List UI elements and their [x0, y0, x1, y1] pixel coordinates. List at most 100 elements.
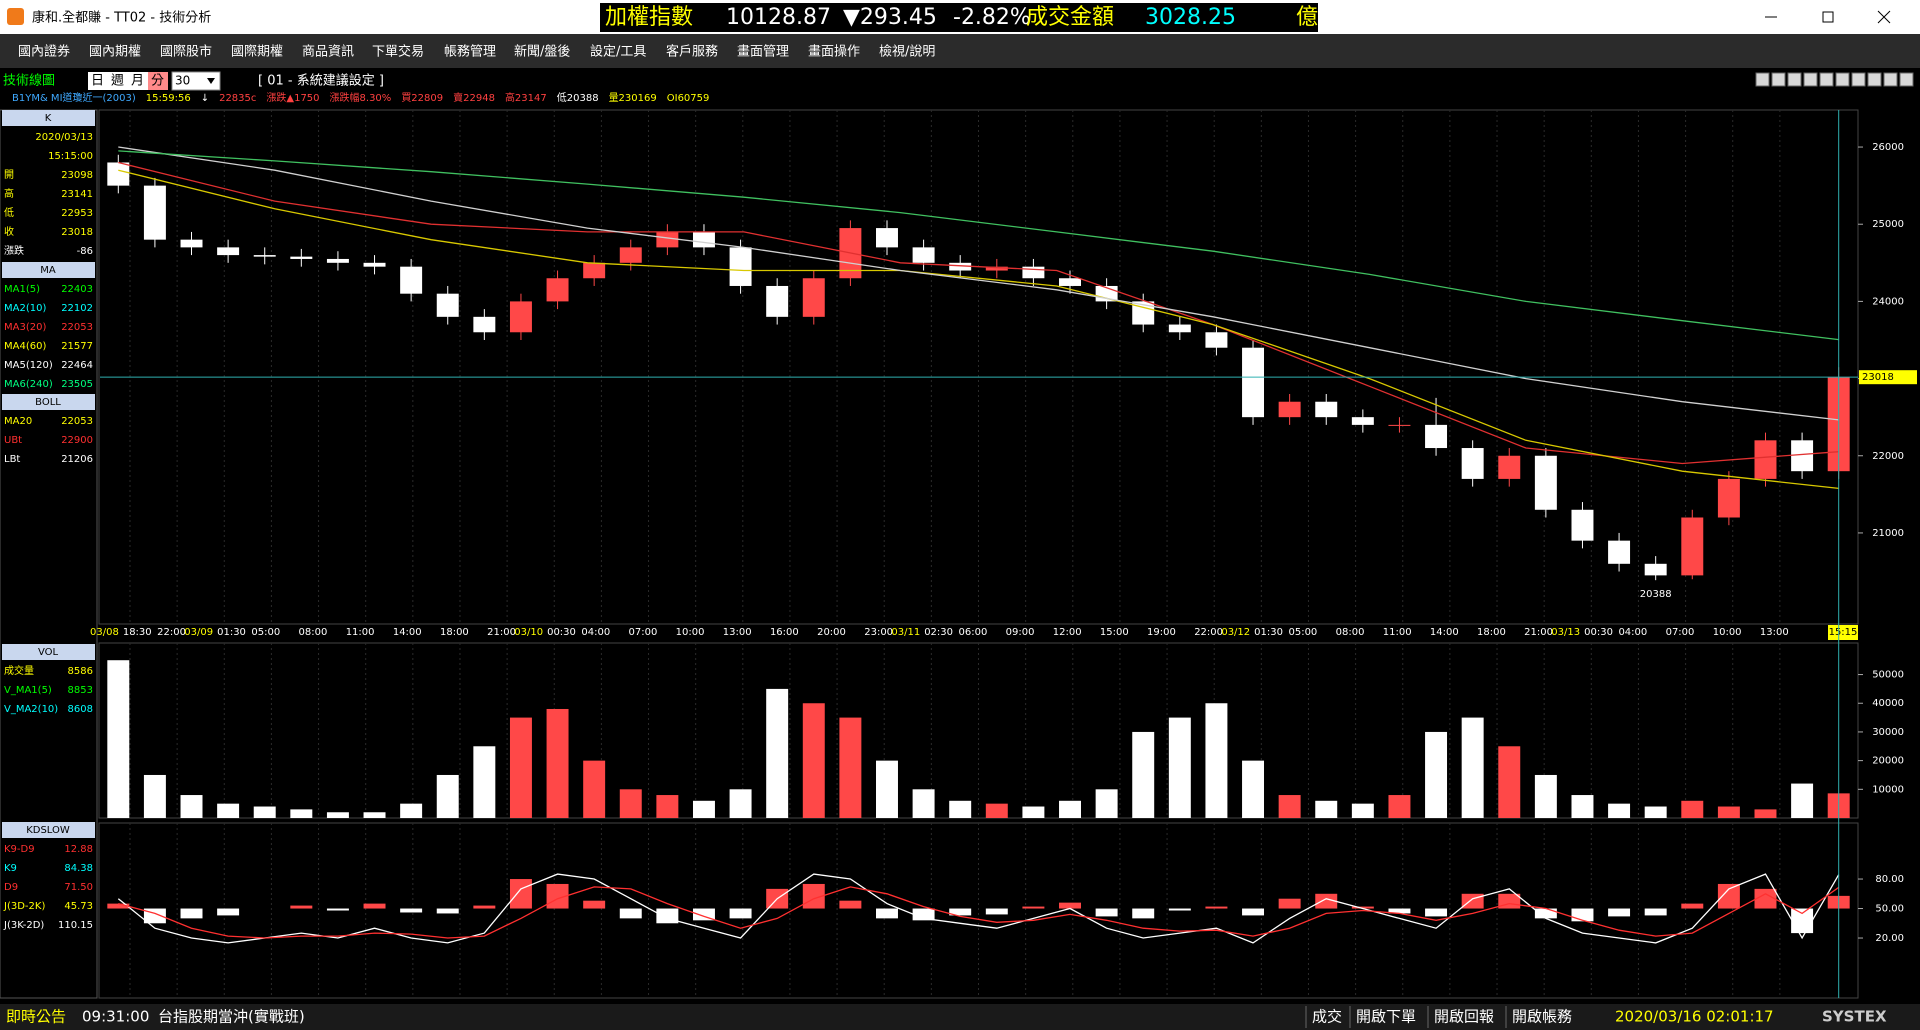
time-axis-time: 04:00	[1618, 627, 1647, 638]
volume-bar	[363, 812, 386, 818]
candle-body	[1315, 401, 1338, 418]
brand: SYSTEX	[1822, 1008, 1887, 1026]
candle-body	[326, 258, 349, 263]
tool-icon[interactable]	[1787, 72, 1802, 87]
candle-body	[363, 262, 386, 267]
volume-bar	[436, 774, 459, 818]
y-tick-label: 10000	[1872, 784, 1904, 795]
candle-body	[949, 262, 972, 271]
kd-hist-bar	[1095, 908, 1118, 917]
time-axis-time: 11:00	[1383, 627, 1412, 638]
candle-body	[1717, 478, 1740, 518]
tool-icon[interactable]	[1867, 72, 1882, 87]
panel-row-label: MA6(240)	[4, 379, 53, 390]
period-button: 月	[131, 74, 144, 89]
info-item: 賣22948	[453, 91, 495, 104]
kd-hist-bar	[290, 905, 313, 909]
panel-row-label: V_MA1(5)	[4, 685, 52, 696]
candle-body	[546, 278, 569, 302]
tool-icon[interactable]	[1819, 72, 1834, 87]
volume-bar	[1754, 809, 1777, 818]
tool-icon[interactable]	[1883, 72, 1898, 87]
time-axis-time: 05:00	[1288, 627, 1317, 638]
candle-body	[1681, 517, 1704, 576]
series-line	[118, 886, 1840, 939]
interval-select[interactable]	[171, 71, 221, 91]
volume-bar	[1388, 795, 1411, 818]
time-axis-time: 05:00	[251, 627, 280, 638]
time-axis-time: 12:00	[1053, 627, 1082, 638]
panel-row-label: K9	[4, 863, 17, 874]
low-label: 20388	[1640, 589, 1672, 600]
menu-item: 客戶服務	[666, 44, 718, 60]
kd-hist-bar	[217, 908, 240, 916]
kd-hist-bar	[1644, 908, 1667, 916]
tool-icon[interactable]	[1803, 72, 1818, 87]
window-controls[interactable]	[1765, 10, 1891, 24]
time-axis-time: 13:00	[1760, 627, 1789, 638]
status-button[interactable]: 開啟帳務	[1512, 1008, 1572, 1026]
panel-header	[2, 262, 95, 278]
status-button[interactable]: 成交	[1312, 1008, 1342, 1026]
volume-bar	[290, 809, 313, 818]
volume-bar	[766, 688, 789, 818]
current-time: 15:15	[1829, 627, 1858, 638]
kd-hist-bar	[473, 905, 496, 909]
volume-bar	[1132, 731, 1155, 818]
candle-body	[1754, 440, 1777, 479]
panel-row-value: -86	[77, 246, 93, 257]
panel-row-value: 22403	[61, 284, 93, 295]
series-line	[117, 873, 1840, 944]
kd-hist-bar	[949, 908, 972, 916]
close[interactable]	[1877, 10, 1891, 24]
candle-body	[985, 266, 1008, 271]
tool-icon[interactable]	[1771, 72, 1786, 87]
panel-row-value: 23505	[61, 379, 93, 390]
candle-body	[1461, 448, 1484, 479]
status-button[interactable]: 開啟下單	[1356, 1008, 1416, 1026]
candle-body	[1388, 424, 1411, 426]
tool-icon[interactable]	[1851, 72, 1866, 87]
candle-body	[1242, 347, 1265, 418]
candle-body	[656, 231, 679, 248]
candle-body	[1498, 455, 1521, 479]
candle-body	[107, 162, 130, 186]
time-axis-time: 14:00	[393, 627, 422, 638]
candle-body	[1534, 455, 1557, 510]
period-button: 日	[91, 74, 104, 89]
kd-hist-bar	[1205, 906, 1228, 909]
status-notice[interactable]: 即時公告	[6, 1008, 66, 1026]
maximize[interactable]	[1822, 11, 1834, 23]
kd-hist-bar	[1168, 908, 1191, 911]
candle-body	[1278, 401, 1301, 418]
tool-icon[interactable]	[1755, 72, 1770, 87]
time-axis-time: 22:00	[1194, 627, 1223, 638]
y-tick-label: 30000	[1872, 727, 1904, 738]
period-button: 分	[151, 74, 164, 89]
candle-body	[1205, 332, 1228, 348]
kd-hist-bar	[692, 908, 715, 921]
panel-header-text: BOLL	[35, 397, 61, 408]
dropdown-arrow	[207, 78, 215, 84]
time-axis-time: 01:30	[1254, 627, 1283, 638]
menu-item: 商品資訊	[302, 45, 354, 60]
candle-body	[1608, 540, 1631, 564]
candle-body	[509, 301, 532, 333]
volume-bar	[1351, 803, 1374, 818]
candle-body	[766, 285, 789, 317]
volume-bar	[400, 803, 423, 818]
ticker-name: 加權指數	[605, 5, 693, 30]
status-button[interactable]: 開啟回報	[1434, 1008, 1494, 1026]
tool-icon[interactable]	[1899, 72, 1914, 87]
menu-bar	[0, 34, 1920, 68]
info-item: 買22809	[401, 92, 443, 104]
candle-body	[1791, 440, 1814, 472]
candle-body	[473, 316, 496, 333]
volume-bar	[619, 789, 642, 818]
tool-icon[interactable]	[1835, 72, 1850, 87]
candle-body	[436, 293, 459, 317]
toolbar-label: 技術線圖	[3, 73, 55, 89]
panel-row-value: 22102	[61, 303, 93, 314]
y-tick-label: 80.00	[1875, 874, 1904, 885]
panel-row-label: 開	[4, 169, 14, 181]
